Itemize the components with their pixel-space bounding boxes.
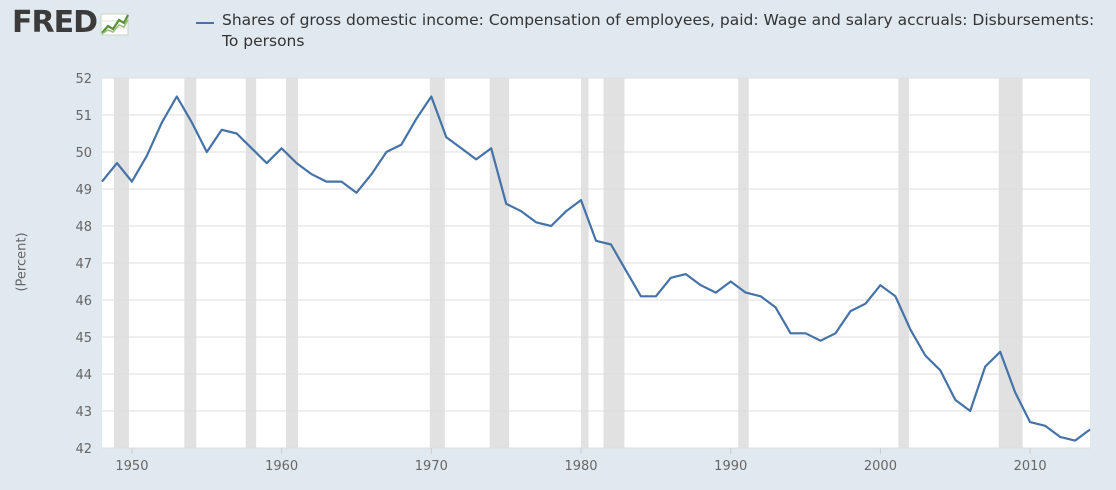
legend-swatch	[196, 22, 214, 24]
y-tick-label-42: 42	[75, 442, 92, 457]
y-axis-ticks: 42 43 44 45 46 47 48 49 50 51 52	[75, 72, 92, 457]
fred-logo[interactable]: FRED	[12, 6, 130, 40]
chart-line-icon	[100, 13, 129, 36]
x-tick-label-1960: 1960	[265, 459, 298, 474]
x-tick-label-2010: 2010	[1014, 459, 1047, 474]
x-axis-ticks: 1950 1960 1970 1980 1990 2000 2010	[115, 448, 1047, 474]
x-tick-label-1980: 1980	[564, 459, 597, 474]
series-layer	[101, 95, 1091, 442]
x-tick-label-2000: 2000	[864, 459, 897, 474]
x-tick-label-1990: 1990	[714, 459, 747, 474]
fred-logo-text: FRED	[12, 5, 98, 40]
y-tick-label-46: 46	[75, 294, 92, 309]
y-tick-label-49: 49	[75, 183, 92, 198]
y-tick-label-51: 51	[75, 109, 92, 124]
y-tick-label-52: 52	[75, 72, 92, 87]
y-tick-label-48: 48	[75, 220, 92, 235]
series-line-0[interactable]	[101, 95, 1091, 442]
legend-label: Shares of gross domestic income: Compens…	[222, 11, 1095, 50]
chart-header: FRED Shares of gross domestic income: Co…	[0, 0, 1116, 62]
grid-lines	[102, 77, 1090, 449]
x-tick-label-1970: 1970	[415, 459, 448, 474]
y-tick-label-47: 47	[75, 257, 92, 272]
y-tick-label-45: 45	[75, 331, 92, 346]
y-tick-label-44: 44	[75, 368, 92, 383]
chart-legend[interactable]: Shares of gross domestic income: Compens…	[196, 10, 1101, 52]
y-tick-label-43: 43	[75, 405, 92, 420]
y-tick-label-50: 50	[75, 146, 92, 161]
x-tick-label-1950: 1950	[115, 459, 148, 474]
